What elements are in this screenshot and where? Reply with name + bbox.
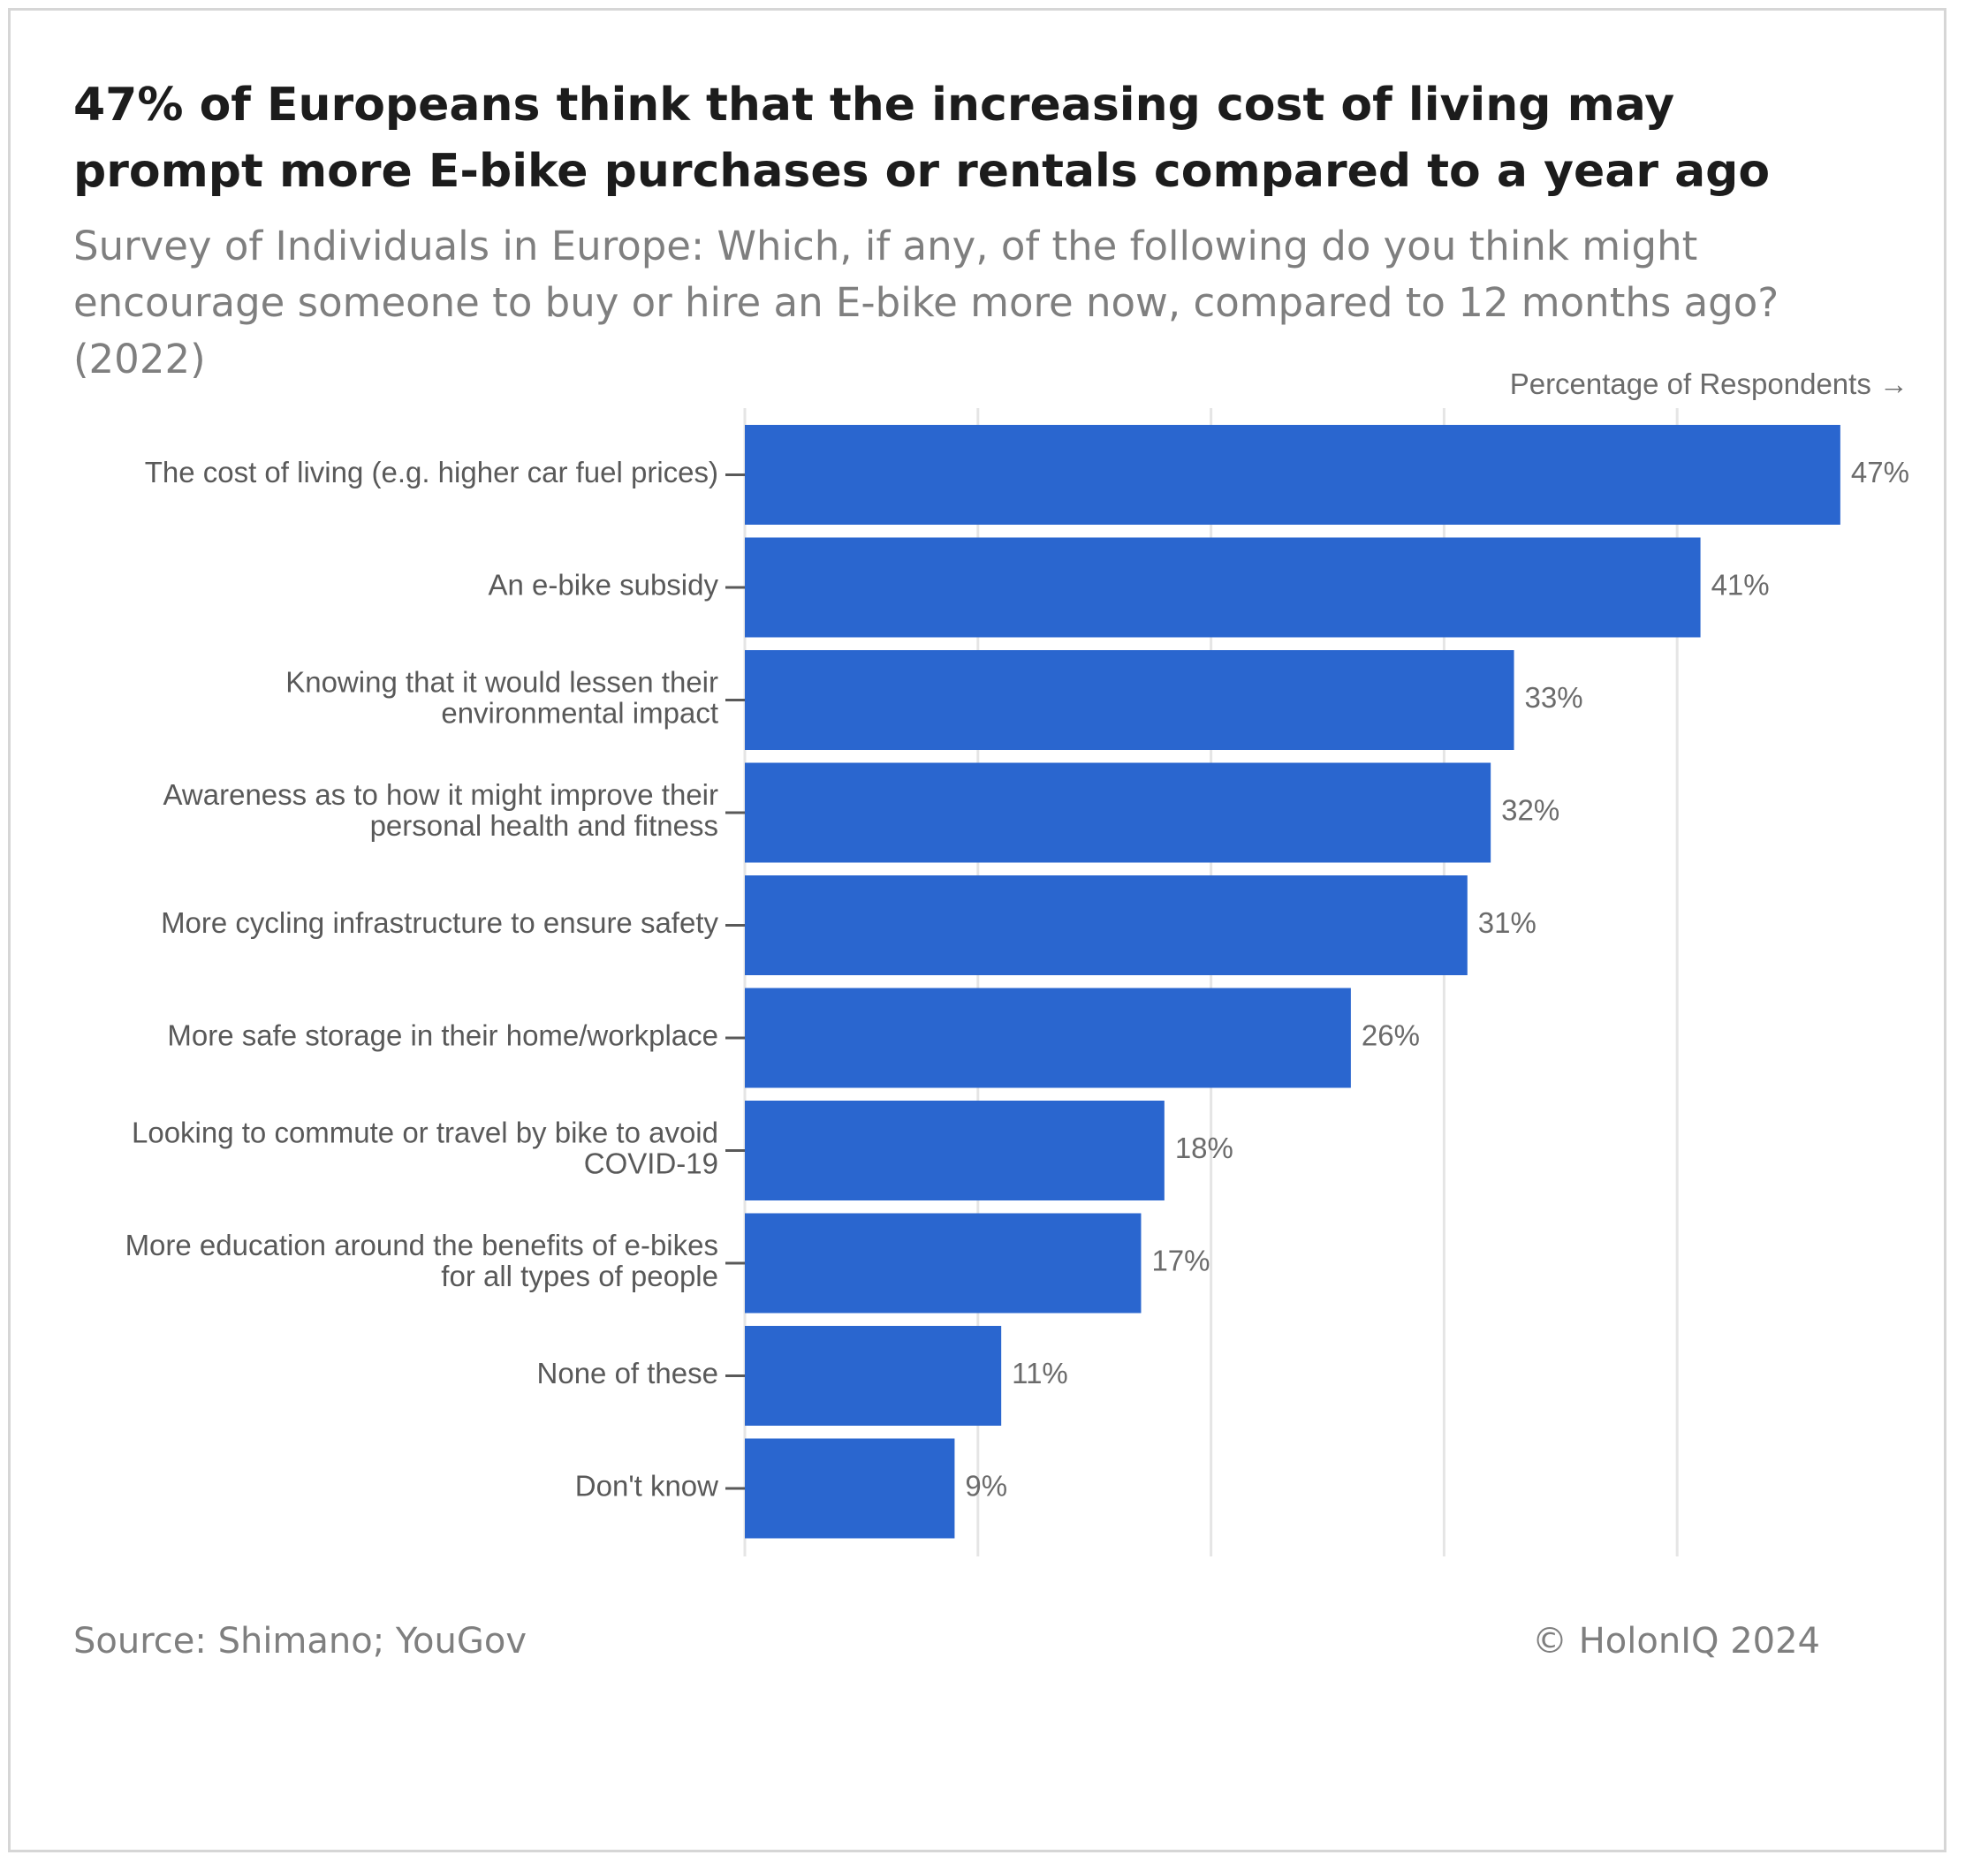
copyright-note: © HolonIQ 2024 bbox=[1532, 1621, 1820, 1662]
bar bbox=[745, 537, 1701, 638]
chart-subtitle: Survey of Individuals in Europe: Which, … bbox=[73, 223, 1779, 382]
category-label: for all types of people bbox=[441, 1260, 718, 1292]
category-labels: The cost of living (e.g. higher car fuel… bbox=[125, 456, 719, 1503]
category-label: More cycling infrastructure to ensure sa… bbox=[161, 906, 718, 939]
category-label: personal health and fitness bbox=[370, 809, 718, 842]
value-label: 32% bbox=[1501, 794, 1559, 827]
bar bbox=[745, 762, 1491, 863]
category-label: Don't know bbox=[575, 1470, 718, 1503]
category-label: None of these bbox=[537, 1357, 718, 1389]
value-label: 9% bbox=[965, 1470, 1007, 1503]
bars bbox=[745, 425, 1840, 1539]
value-label: 31% bbox=[1478, 906, 1537, 939]
category-label: Awareness as to how it might improve the… bbox=[163, 778, 719, 811]
value-label: 26% bbox=[1362, 1019, 1420, 1052]
chart-title: 47% of Europeans think that the increasi… bbox=[73, 79, 1771, 198]
value-label: 33% bbox=[1525, 681, 1583, 714]
bar bbox=[745, 425, 1840, 525]
bar bbox=[745, 1438, 955, 1539]
value-label: 17% bbox=[1151, 1245, 1210, 1277]
category-ticks bbox=[725, 473, 745, 1490]
x-axis-label: Percentage of Respondents → bbox=[1510, 367, 1908, 400]
category-label: COVID-19 bbox=[584, 1147, 718, 1180]
category-label: Looking to commute or travel by bike to … bbox=[132, 1117, 718, 1149]
category-label: The cost of living (e.g. higher car fuel… bbox=[145, 456, 718, 488]
bar bbox=[745, 988, 1351, 1088]
category-label: Knowing that it would lessen their bbox=[285, 666, 718, 699]
category-label: More safe storage in their home/workplac… bbox=[167, 1019, 718, 1052]
category-label: More education around the benefits of e-… bbox=[125, 1229, 718, 1261]
bar bbox=[745, 650, 1514, 750]
value-label: 47% bbox=[1851, 456, 1909, 488]
category-label: environmental impact bbox=[441, 697, 718, 730]
value-label: 41% bbox=[1711, 569, 1770, 602]
category-label: An e-bike subsidy bbox=[489, 569, 719, 602]
value-label: 18% bbox=[1175, 1132, 1233, 1164]
value-label: 11% bbox=[1012, 1357, 1068, 1389]
bar bbox=[745, 1326, 1002, 1426]
bar bbox=[745, 1101, 1165, 1200]
source-note: Source: Shimano; YouGov bbox=[73, 1621, 527, 1662]
bar bbox=[745, 1213, 1142, 1314]
bar bbox=[745, 875, 1468, 975]
value-labels: 47% 41% 33% 32% 31% 26% 18% 17% 11% 9% bbox=[965, 456, 1909, 1503]
